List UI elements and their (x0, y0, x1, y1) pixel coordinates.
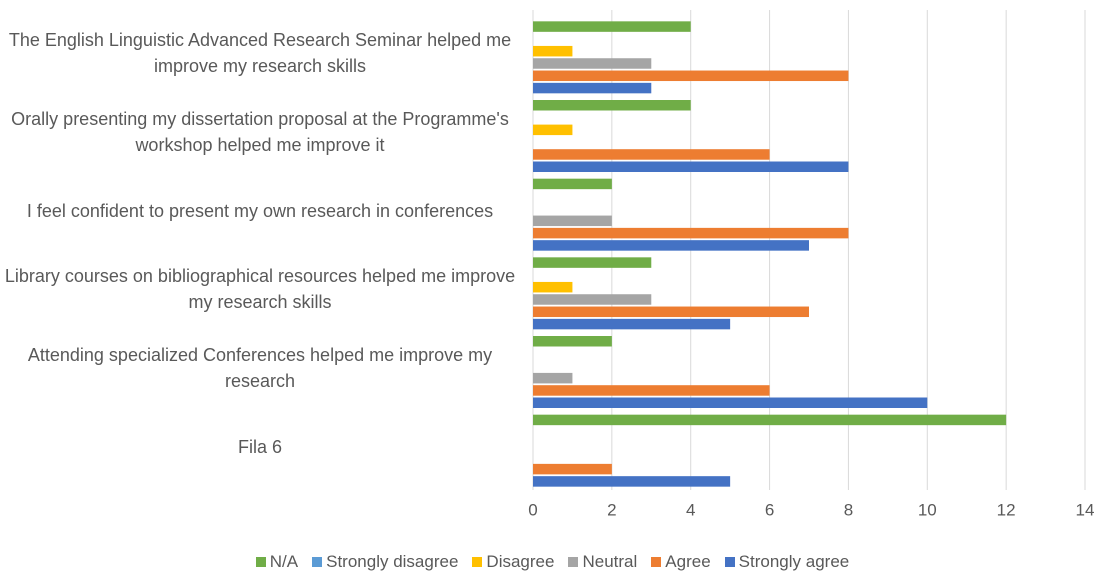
x-tick-label: 6 (765, 500, 774, 519)
legend-swatch (724, 557, 735, 567)
bar (533, 124, 573, 136)
category-label: Fila 6 (237, 436, 282, 457)
legend-swatch (472, 557, 483, 567)
legend-swatch (568, 557, 579, 567)
bar (533, 397, 928, 408)
x-tick-label: 0 (528, 500, 537, 519)
bar (533, 21, 691, 32)
bar (533, 240, 809, 251)
legend-item: Neutral (568, 552, 637, 572)
bar (533, 336, 612, 347)
bar (533, 294, 652, 305)
bar (533, 385, 770, 396)
bar (533, 476, 731, 487)
bar (533, 149, 770, 160)
bar (533, 45, 573, 57)
legend-label: Strongly disagree (326, 552, 459, 571)
legend-item: N/A (255, 552, 299, 572)
bar (533, 372, 573, 384)
bar (533, 178, 612, 190)
bar (533, 70, 849, 82)
x-tick-label: 10 (918, 500, 937, 519)
legend-label: N/A (269, 552, 299, 571)
category-label: I feel confident to present my own resea… (26, 200, 494, 221)
legend-label: Neutral (582, 552, 638, 571)
bar (533, 281, 573, 293)
x-tick-label: 8 (844, 500, 853, 519)
legend-label: Strongly agree (738, 552, 850, 571)
x-tick-label: 14 (1076, 500, 1095, 519)
bar (533, 82, 652, 94)
x-tick-label: 12 (997, 500, 1016, 519)
legend-item: Strongly agree (724, 552, 850, 572)
legend-label: Agree (665, 552, 711, 571)
bar (533, 100, 691, 111)
category-label: The English Linguistic Advanced Research… (8, 30, 512, 77)
category-label: Library courses on bibliographical resou… (4, 266, 516, 313)
legend-item: Agree (651, 552, 711, 572)
bar (533, 414, 1007, 426)
legend: N/A Strongly disagree Disagree Neutral Agree… (0, 552, 1105, 572)
legend-swatch (255, 557, 266, 567)
bar (533, 227, 849, 239)
bar (533, 161, 849, 172)
x-tick-label: 4 (686, 500, 695, 519)
legend-swatch (651, 557, 662, 567)
legend-label: Disagree (486, 552, 555, 571)
legend-item: Strongly disagree (312, 552, 458, 572)
bar (533, 318, 731, 330)
bar (533, 215, 612, 227)
bar (533, 257, 652, 268)
category-label: Attending specialized Conferences helped… (27, 345, 493, 391)
legend-swatch (312, 557, 323, 567)
bar (533, 463, 612, 475)
legend-item: Disagree (472, 552, 554, 572)
bar (533, 306, 809, 318)
category-label: Orally presenting my dissertation propos… (11, 109, 509, 155)
x-tick-label: 2 (607, 500, 616, 519)
bar (533, 58, 652, 69)
